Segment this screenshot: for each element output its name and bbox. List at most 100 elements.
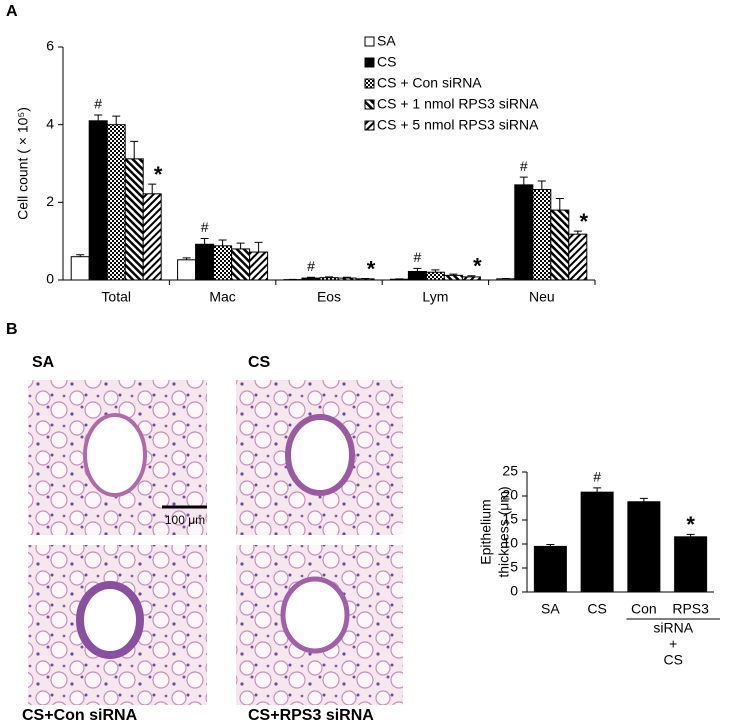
significance-mark: *	[686, 512, 695, 537]
significance-mark: *	[580, 209, 589, 234]
bar	[496, 278, 516, 281]
legend-label: SA	[377, 33, 396, 49]
bar	[106, 124, 126, 281]
error-bar	[200, 237, 209, 245]
airway	[83, 413, 147, 497]
image-label: CS+Con siRNA	[22, 707, 138, 723]
error-bar	[112, 115, 121, 125]
error-bar	[307, 276, 315, 279]
bar	[532, 189, 552, 281]
error-bar	[343, 276, 351, 279]
y-tick-label: 15	[502, 511, 518, 527]
image-label: CS	[248, 354, 271, 371]
panel-label: B	[6, 321, 18, 338]
bar	[88, 120, 108, 281]
legend-label: CS + 1 nmol RPS3 siRNA	[377, 96, 539, 112]
bar	[231, 248, 251, 281]
image-label: SA	[32, 354, 55, 371]
airway	[76, 581, 144, 659]
legend-swatch	[364, 78, 375, 89]
bar	[124, 158, 144, 281]
y-tick-label: 20	[502, 487, 518, 503]
error-bar	[76, 254, 85, 257]
y-tick-label: 0	[46, 271, 54, 287]
y-tick-label: 10	[502, 535, 518, 551]
error-bar	[537, 180, 546, 190]
bar	[249, 251, 269, 281]
x-tick-label: Con	[631, 601, 657, 617]
error-bar	[519, 176, 528, 185]
bar	[319, 277, 339, 281]
bar	[550, 209, 570, 281]
y-tick-label: 5	[510, 559, 518, 575]
significance-mark: #	[94, 96, 102, 112]
y-axis-label: Epithelium	[478, 499, 494, 564]
y-tick-label: 4	[46, 115, 54, 131]
error-bar	[182, 257, 191, 260]
error-bar	[130, 140, 139, 159]
error-bar	[555, 197, 564, 211]
significance-mark: *	[154, 162, 163, 187]
y-axis-label: thickness (μm)	[496, 486, 512, 577]
significance-mark: #	[593, 469, 601, 485]
airway	[285, 414, 355, 496]
bar	[195, 243, 215, 281]
group-label: +	[669, 636, 677, 652]
error-bar	[94, 114, 103, 121]
y-tick-label: 6	[46, 38, 54, 54]
bar	[627, 501, 661, 593]
error-bar	[573, 230, 582, 235]
group-label: siRNA	[653, 620, 693, 636]
x-tick-label: CS	[587, 601, 606, 617]
y-tick-label: 0	[510, 583, 518, 599]
error-bar	[431, 269, 440, 273]
image-label: CS+RPS3 siRNA	[248, 707, 374, 723]
error-bar	[218, 239, 227, 246]
bar	[177, 259, 197, 281]
x-tick-label: Neu	[529, 289, 555, 305]
x-tick-label: Mac	[209, 289, 235, 305]
legend-swatch	[364, 57, 375, 68]
bar	[213, 245, 233, 281]
x-tick-label: RPS3	[672, 601, 709, 617]
bar	[337, 277, 357, 281]
significance-mark: #	[307, 258, 315, 274]
significance-mark: #	[520, 158, 528, 174]
bar	[443, 274, 463, 281]
bar	[142, 193, 162, 281]
error-bar	[325, 276, 333, 278]
legend-swatch	[364, 36, 375, 47]
legend-label: CS	[377, 54, 396, 70]
bar	[301, 277, 321, 281]
error-bar	[639, 497, 648, 502]
error-bar	[413, 267, 422, 272]
legend-label: CS + 5 nmol RPS3 siRNA	[377, 117, 539, 133]
significance-mark: #	[414, 249, 422, 265]
error-bar	[546, 543, 555, 547]
group-label: CS	[664, 652, 683, 668]
bar	[514, 184, 534, 281]
y-tick-label: 2	[46, 193, 54, 209]
scale-bar-label: 100 μm	[165, 513, 205, 527]
bar	[674, 536, 708, 593]
bar	[568, 233, 588, 281]
error-bar	[254, 241, 263, 253]
significance-mark: *	[473, 254, 482, 279]
y-tick-label: 25	[502, 463, 518, 479]
bar	[70, 256, 90, 281]
bar	[407, 270, 427, 281]
significance-mark: #	[201, 219, 209, 235]
airway	[280, 576, 350, 654]
legend-swatch	[364, 99, 375, 110]
error-bar	[236, 242, 245, 249]
error-bar	[467, 275, 476, 277]
legend-swatch	[364, 120, 375, 131]
error-bar	[686, 533, 695, 537]
x-tick-label: SA	[541, 601, 560, 617]
legend-label: CS + Con siRNA	[377, 75, 482, 91]
bar	[425, 271, 445, 281]
y-axis-label: Cell count ( × 10⁵)	[15, 107, 31, 220]
bar	[533, 545, 567, 593]
x-tick-label: Eos	[317, 289, 341, 305]
x-tick-label: Total	[101, 289, 131, 305]
